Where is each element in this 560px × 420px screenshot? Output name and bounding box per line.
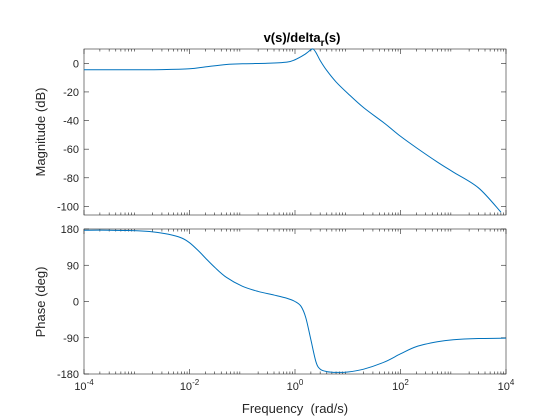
magnitude-ylabel: Magnitude (dB)	[33, 88, 48, 177]
y-tick-label: 0	[73, 297, 79, 309]
y-tick-label: -180	[57, 369, 79, 381]
x-tick-label: 104	[498, 378, 515, 393]
y-tick-label: -80	[63, 173, 79, 185]
phase-ylabel: Phase (deg)	[33, 267, 48, 338]
title-main: v(s)/delta	[264, 30, 322, 45]
title-subscript: r	[321, 38, 325, 49]
y-tick-label: -90	[63, 333, 79, 345]
phase-axes: 10-4 10-2 100 102 104 180 90 0 -90 -180	[57, 224, 515, 393]
magnitude-curve	[83, 48, 502, 213]
chart-title: v(s)/deltar(s)	[264, 30, 341, 49]
phase-curve	[83, 229, 507, 373]
y-tick-label: -100	[57, 201, 79, 213]
x-tick-label: 10-2	[180, 378, 200, 393]
title-end: (s)	[325, 30, 341, 45]
y-tick-label: -20	[63, 87, 79, 99]
magnitude-axes: 0 -20 -40 -60 -80 -100	[57, 48, 507, 216]
y-tick-label: 90	[67, 260, 79, 272]
y-tick-label: -40	[63, 116, 79, 128]
y-tick-label: 0	[73, 58, 79, 70]
x-tick-label: 10-4	[74, 378, 94, 393]
magnitude-plot-frame	[83, 48, 507, 216]
x-axis-label: Frequency (rad/s)	[242, 401, 348, 416]
y-tick-label: -60	[63, 144, 79, 156]
x-tick-label: 102	[392, 378, 409, 393]
x-tick-label: 100	[287, 378, 304, 393]
y-tick-label: 180	[61, 224, 79, 236]
